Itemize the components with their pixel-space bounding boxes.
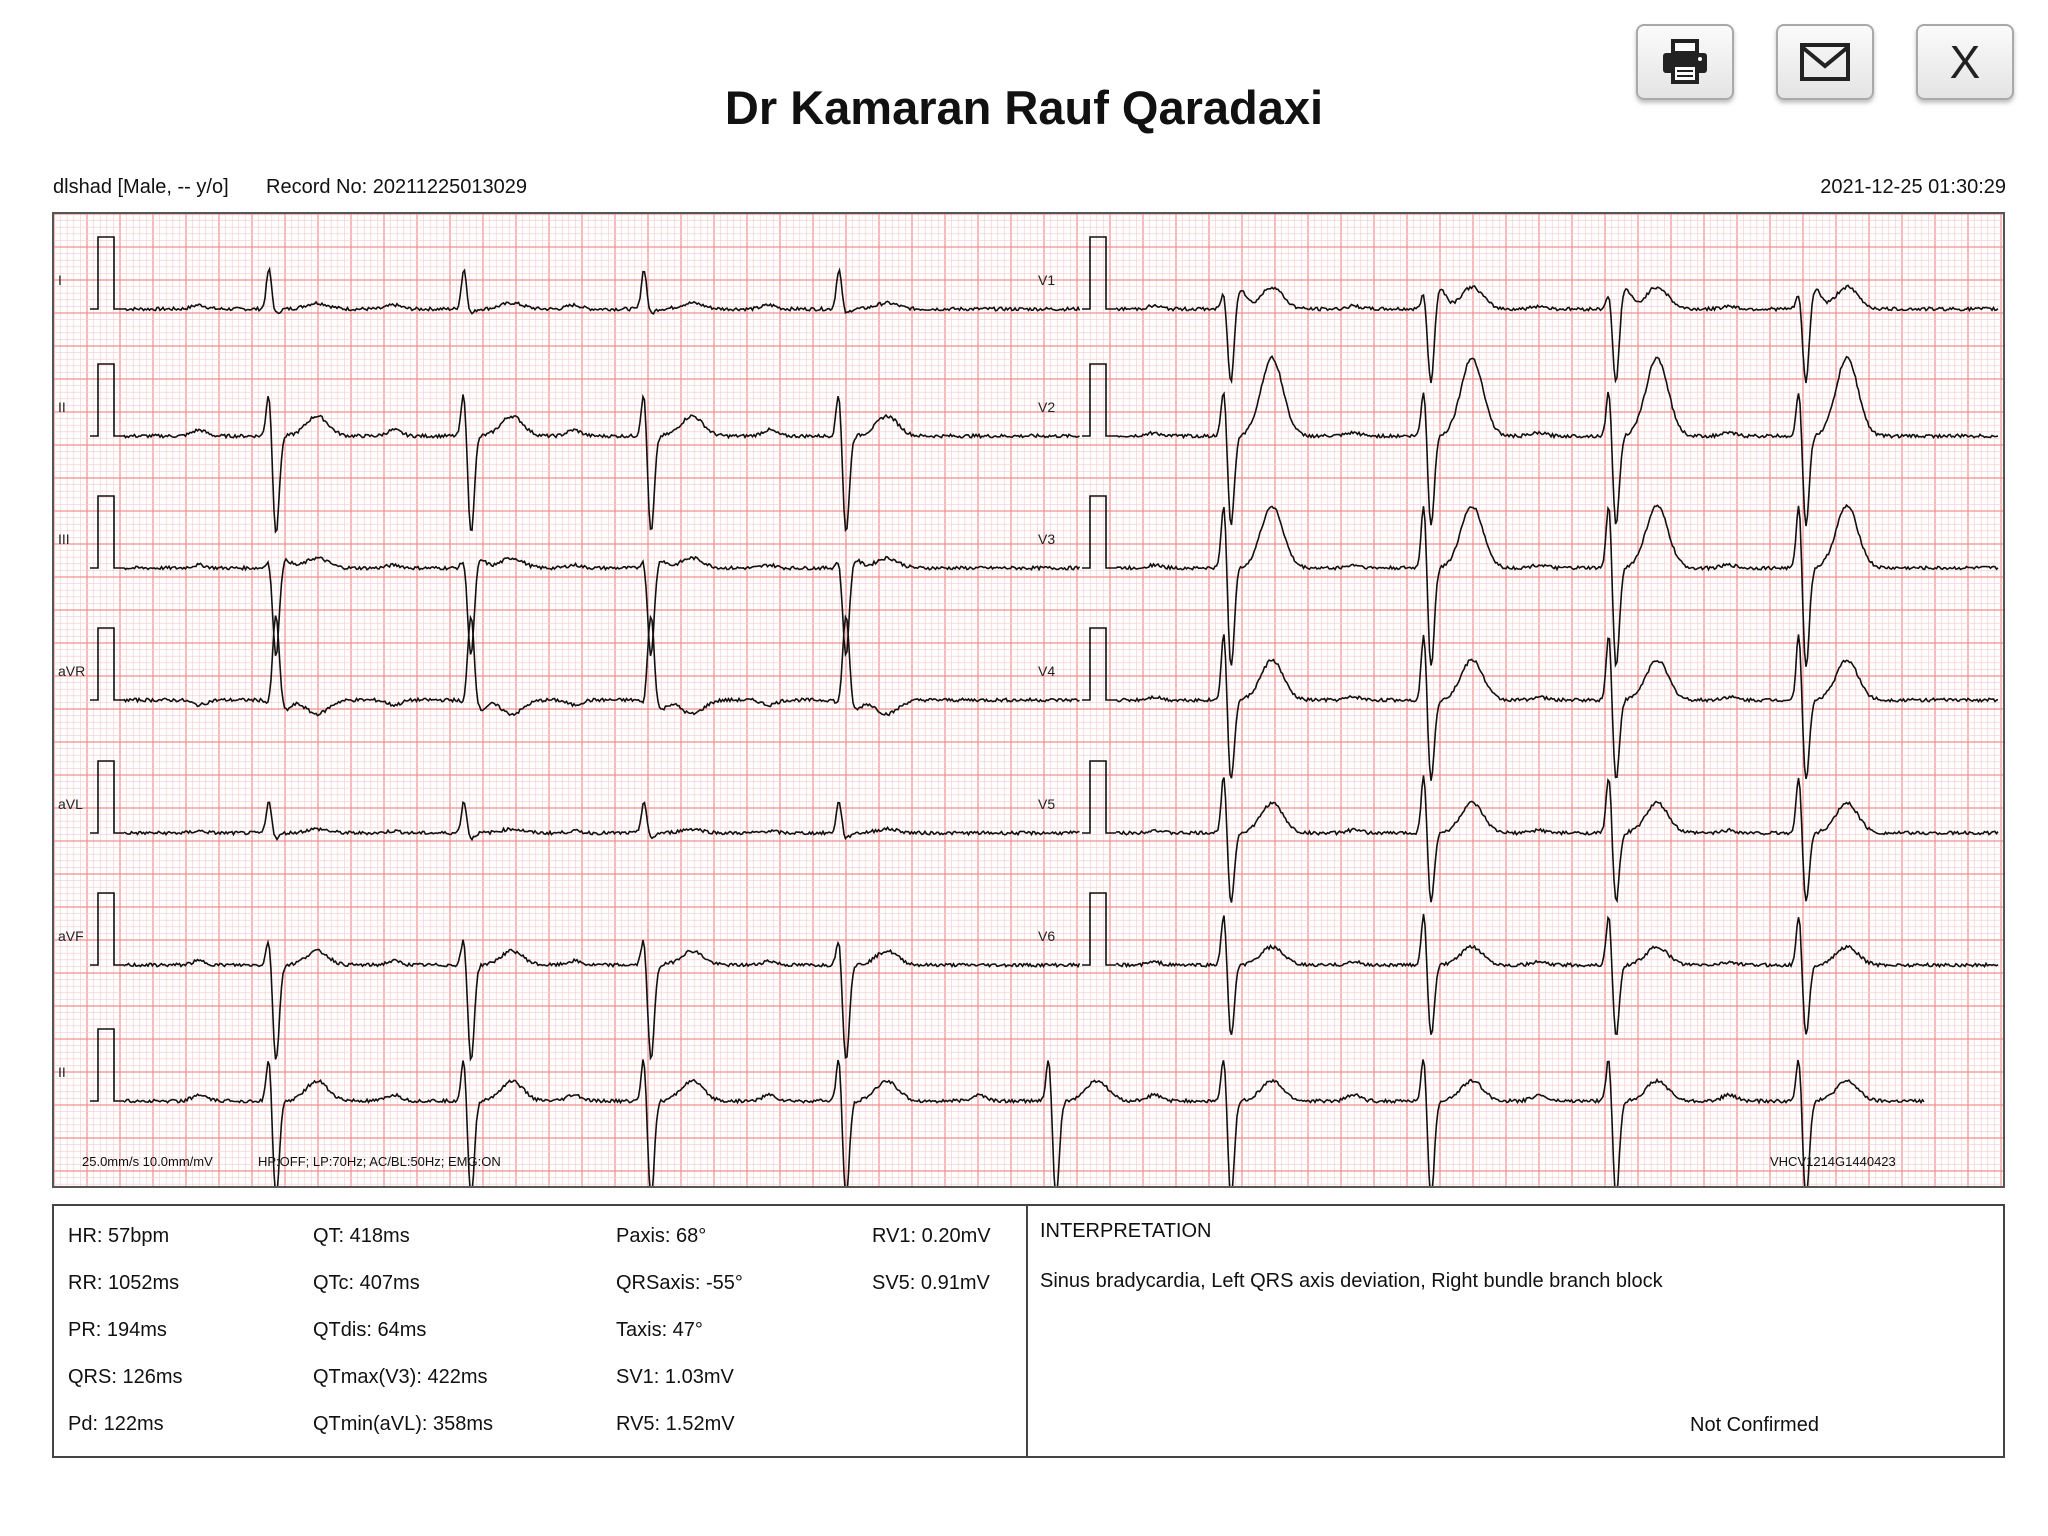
lead-trace-aVF — [123, 939, 1081, 1062]
lead-trace-V6 — [1115, 913, 1999, 1036]
calibration-pulse — [1082, 892, 1116, 966]
interpretation-text: Sinus bradycardia, Left QRS axis deviati… — [1040, 1270, 1663, 1292]
calibration-pulse — [90, 363, 124, 437]
calibration-pulse — [90, 627, 124, 701]
calibration-pulse — [1082, 495, 1116, 569]
measurements-divider — [1026, 1204, 1028, 1458]
lead-label-rhythm-II: II — [58, 1064, 66, 1080]
lead-trace-II — [123, 393, 1080, 534]
calibration-pulse — [1082, 627, 1116, 701]
lead-label-V5: V5 — [1038, 796, 1055, 812]
lead-label-V6: V6 — [1038, 928, 1055, 944]
lead-label-V4: V4 — [1038, 663, 1055, 679]
close-label: X — [1949, 36, 1981, 88]
calibration-pulse — [1082, 363, 1116, 437]
measure-rv1: RV1: 0.20mV — [872, 1225, 991, 1247]
device-id-label: VHCV1214G1440423 — [1770, 1154, 1896, 1169]
lead-label-aVF: aVF — [58, 928, 84, 944]
lead-label-I: I — [58, 272, 62, 288]
lead-trace-V4 — [1115, 634, 1999, 781]
lead-trace-aVL — [123, 801, 1080, 842]
measure-qtmin: QTmin(aVL): 358ms — [313, 1413, 494, 1435]
calibration-pulse — [90, 495, 124, 569]
envelope-icon — [1800, 43, 1850, 81]
lead-label-V3: V3 — [1038, 531, 1055, 547]
doctor-name-title: Dr Kamaran Rauf Qaradaxi — [724, 81, 1324, 134]
patient-info: dlshad [Male, -- y/o] — [53, 176, 229, 198]
calibration-pulse — [90, 892, 124, 966]
lead-label-V1: V1 — [1038, 272, 1055, 288]
calibration-pulse — [90, 1028, 124, 1102]
lead-trace-V5 — [1115, 775, 1999, 904]
confirmation-status: Not Confirmed — [1690, 1414, 1819, 1436]
lead-label-aVR: aVR — [58, 663, 85, 679]
lead-trace-V2 — [1115, 354, 1999, 527]
measure-taxis: Taxis: 47° — [616, 1319, 703, 1341]
lead-trace-V1 — [1115, 284, 1999, 385]
calibration-pulse — [1082, 760, 1116, 834]
measure-hr: HR: 57bpm — [68, 1225, 170, 1247]
measure-qtdis: QTdis: 64ms — [313, 1319, 427, 1341]
measure-pr: PR: 194ms — [68, 1319, 167, 1341]
measure-qtc: QTc: 407ms — [313, 1272, 420, 1294]
record-number: Record No: 20211225013029 — [266, 176, 527, 198]
measure-qt: QT: 418ms — [313, 1225, 410, 1247]
lead-trace-V3 — [1115, 503, 1999, 669]
lead-label-aVL: aVL — [58, 796, 83, 812]
lead-trace-I — [123, 266, 1081, 315]
record-datetime: 2021-12-25 01:30:29 — [1820, 176, 2006, 198]
calibration-pulse — [90, 760, 124, 834]
printer-icon — [1663, 39, 1707, 84]
calibration-pulse — [1082, 236, 1116, 310]
measure-rr: RR: 1052ms — [68, 1272, 180, 1294]
lead-label-V2: V2 — [1038, 399, 1055, 415]
measure-qtmax: QTmax(V3): 422ms — [313, 1366, 488, 1388]
speed-gain-label: 25.0mm/s 10.0mm/mV — [82, 1154, 213, 1169]
email-button[interactable] — [1776, 24, 1874, 100]
measure-sv1: SV1: 1.03mV — [616, 1366, 734, 1388]
measure-rv5: RV5: 1.52mV — [616, 1413, 735, 1435]
print-button[interactable] — [1636, 24, 1734, 100]
ecg-chart-panel: I II III aVR aVL aVF V1 V2 V3 V4 V5 V6 II 25.0mm/s 1… — [52, 212, 2005, 1188]
measure-sv5: SV5: 0.91mV — [872, 1272, 990, 1294]
interpretation-heading: INTERPRETATION — [1040, 1220, 1212, 1242]
lead-label-III: III — [58, 531, 70, 547]
ecg-traces — [90, 236, 1999, 1186]
measurements-box — [52, 1204, 2005, 1458]
measure-pd: Pd: 122ms — [68, 1413, 164, 1435]
measure-paxis: Paxis: 68° — [616, 1225, 707, 1247]
lead-trace-aVR — [123, 614, 1080, 717]
lead-label-II: II — [58, 399, 66, 415]
calibration-pulse — [90, 236, 124, 310]
close-button[interactable]: X — [1916, 24, 2014, 100]
measure-qrs: QRS: 126ms — [68, 1366, 183, 1388]
filter-settings-label: HP:OFF; LP:70Hz; AC/BL:50Hz; EMG:ON — [258, 1154, 501, 1169]
lead-trace-III — [123, 555, 1081, 658]
measure-qrsaxis: QRSaxis: -55° — [616, 1272, 743, 1294]
rhythm-strip-II — [123, 1059, 1925, 1186]
